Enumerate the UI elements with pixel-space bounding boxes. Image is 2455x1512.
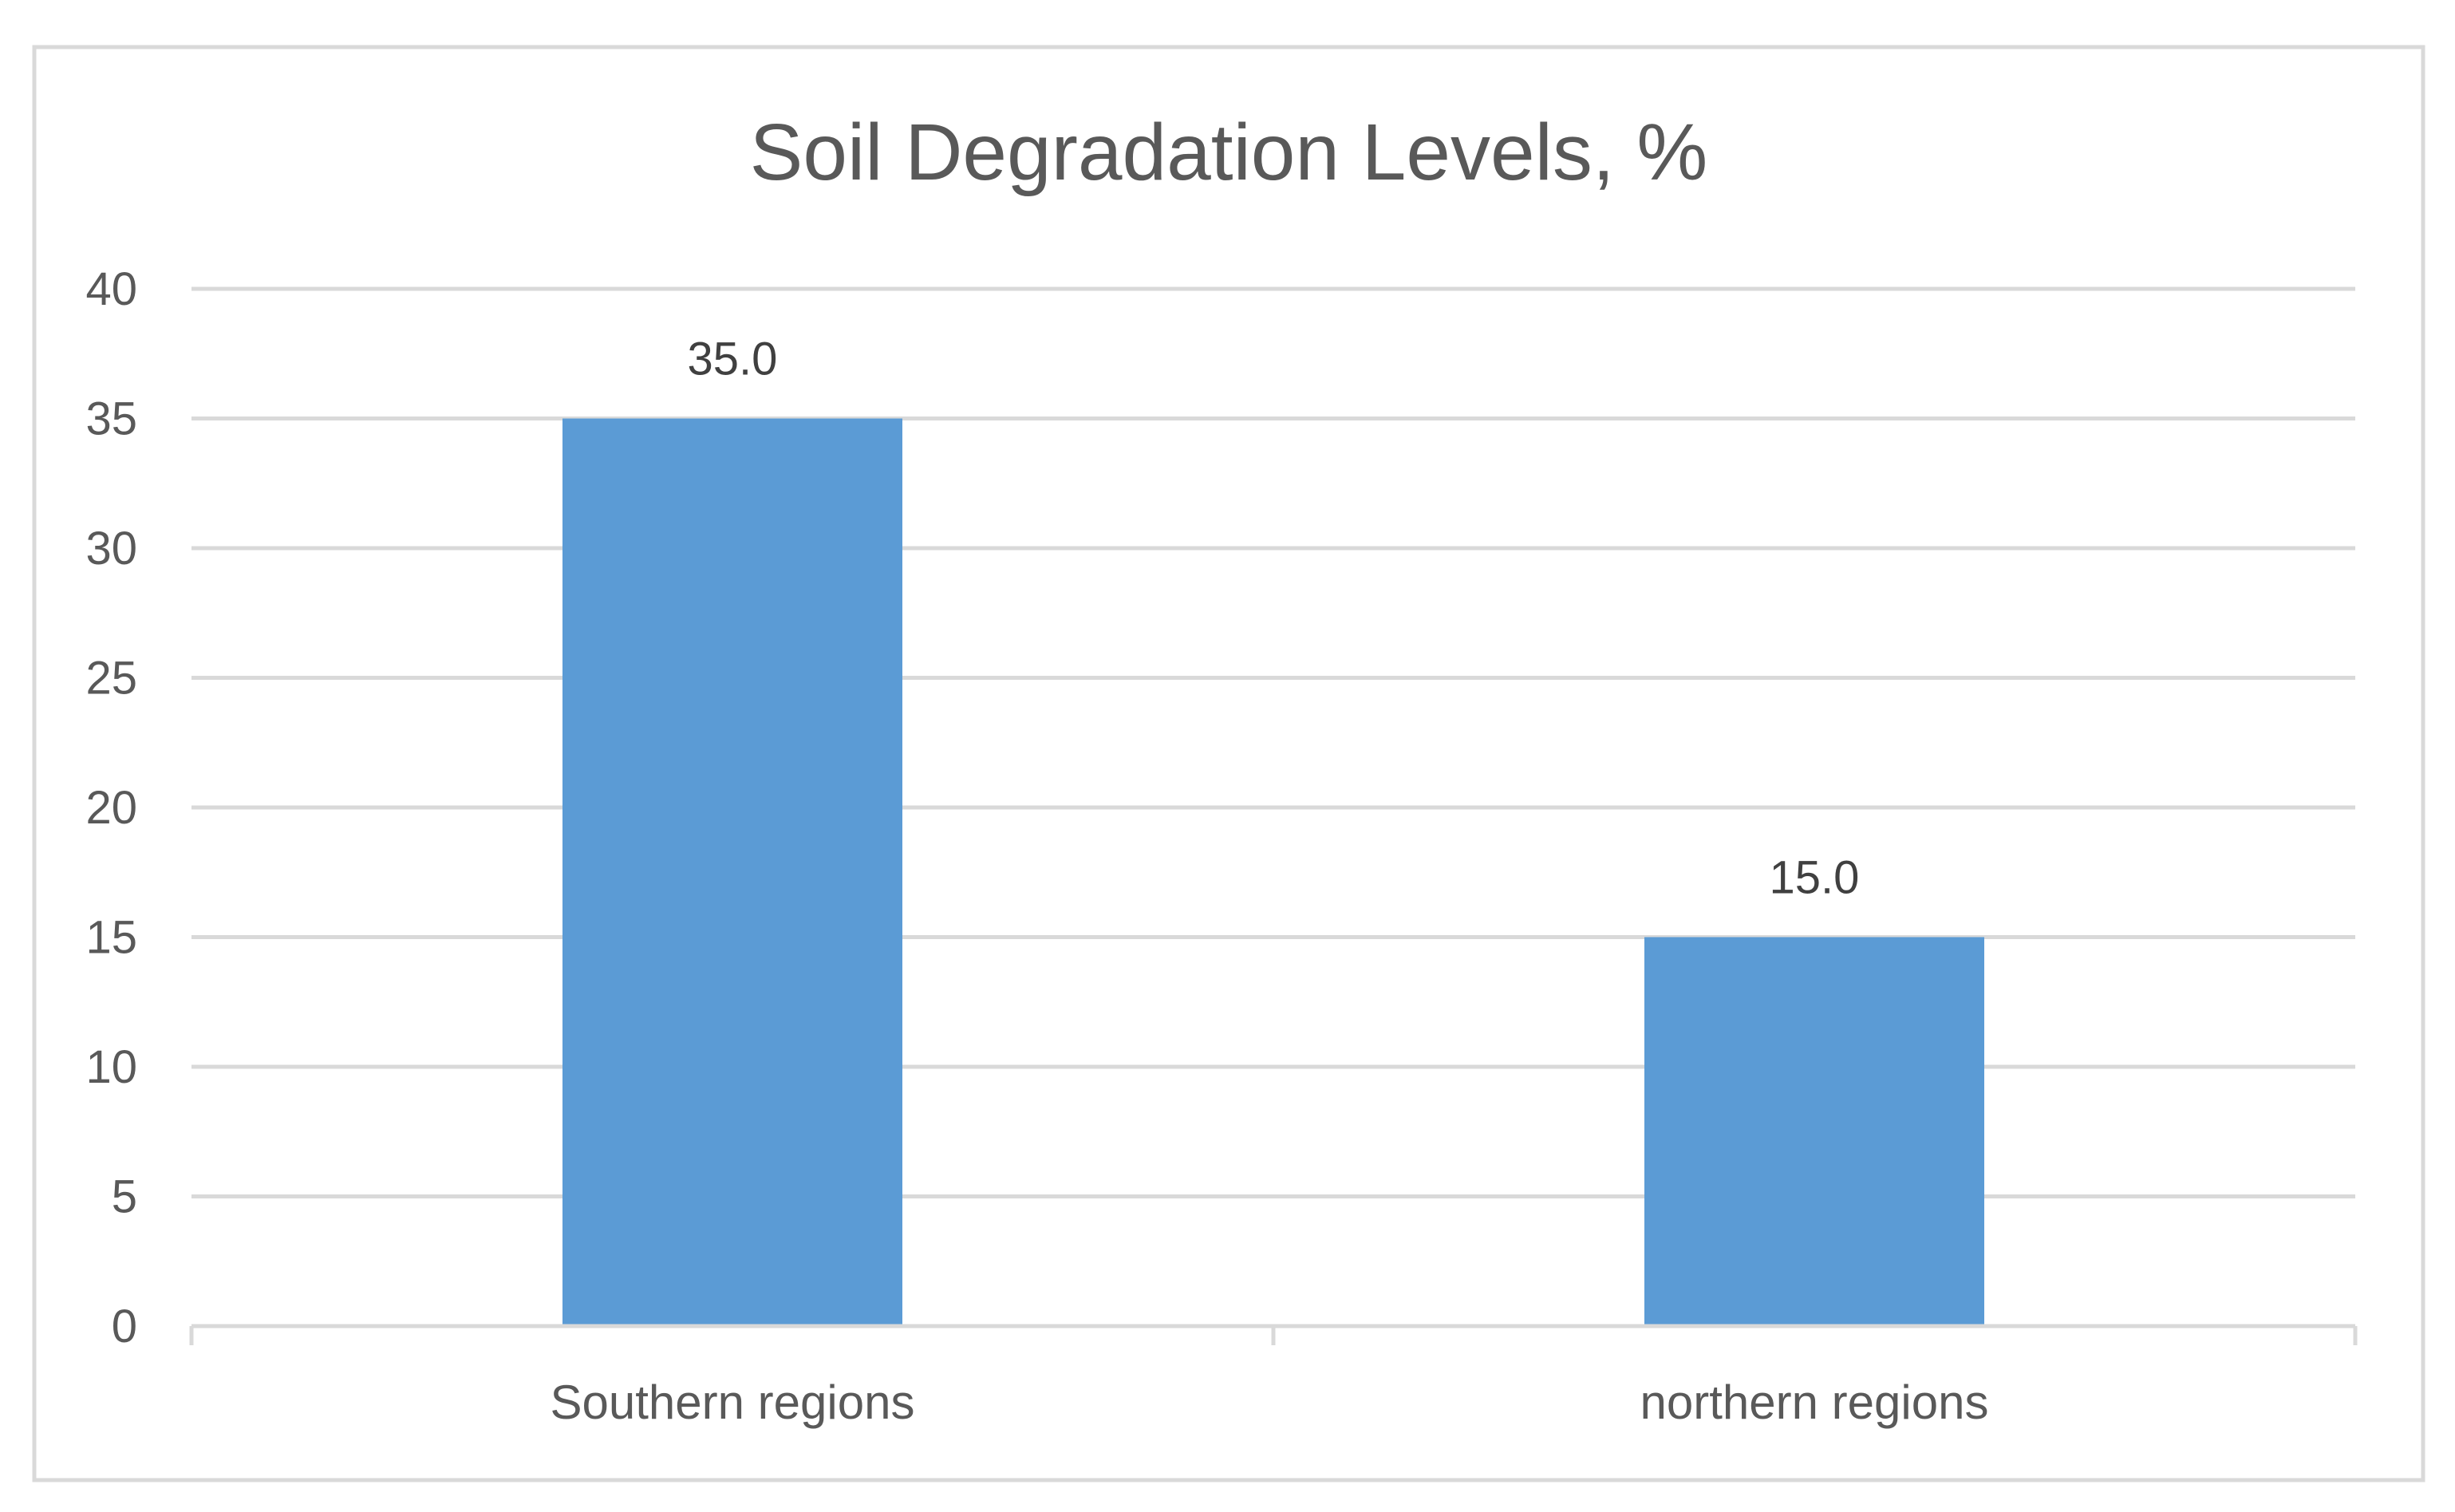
chart-title: Soil Degradation Levels, % bbox=[750, 108, 1708, 197]
x-axis bbox=[189, 1324, 2358, 1345]
data-label: 35.0 bbox=[688, 334, 778, 385]
bar bbox=[562, 418, 902, 1326]
data-labels: 35.0 15.0 bbox=[688, 334, 1860, 904]
y-tick-label: 5 bbox=[112, 1171, 137, 1223]
bars bbox=[562, 418, 1984, 1326]
y-tick-label: 35 bbox=[85, 393, 137, 445]
y-tick-label: 15 bbox=[85, 912, 137, 964]
data-label: 15.0 bbox=[1770, 852, 1860, 904]
bar bbox=[1644, 937, 1984, 1326]
y-axis-tick-labels: 0 5 10 15 20 25 30 35 40 bbox=[85, 263, 137, 1352]
y-tick-label: 0 bbox=[112, 1301, 137, 1352]
y-tick-label: 20 bbox=[85, 782, 137, 834]
y-tick-label: 10 bbox=[85, 1041, 137, 1093]
y-tick-label: 25 bbox=[85, 653, 137, 705]
x-tick-label: northern regions bbox=[1640, 1376, 1989, 1429]
y-tick-label: 30 bbox=[85, 523, 137, 574]
x-axis-category-labels: Southern regions northern regions bbox=[551, 1376, 1989, 1429]
gridlines bbox=[191, 286, 2355, 1198]
x-tick-label: Southern regions bbox=[551, 1376, 915, 1429]
chart-border bbox=[32, 45, 2425, 1482]
y-tick-label: 40 bbox=[85, 263, 137, 315]
